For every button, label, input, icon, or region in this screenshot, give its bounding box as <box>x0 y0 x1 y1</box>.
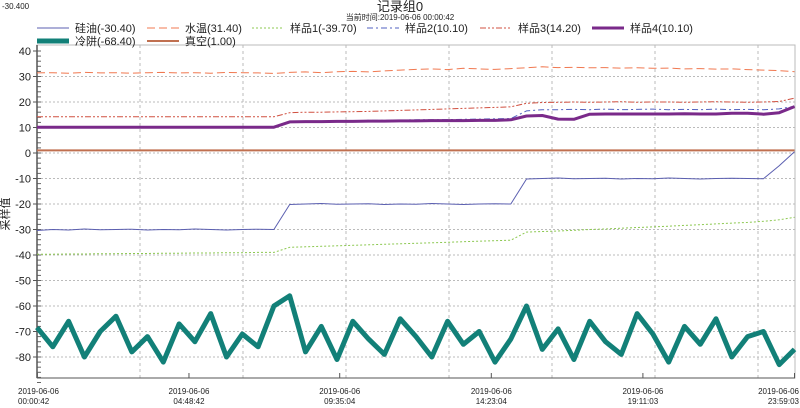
x-tick-time: 09:35:04 <box>324 397 356 406</box>
series-line-6 <box>35 293 797 368</box>
x-tick-date: 2019-06-06 <box>758 387 799 396</box>
y-tick-label: 0 <box>25 148 31 160</box>
y-tick-label: -20 <box>15 199 31 211</box>
x-tick-time: 14:23:04 <box>476 397 508 406</box>
legend-label: 样品4(10.10) <box>630 21 693 35</box>
y-tick-label: -40 <box>15 250 31 262</box>
legend-label: 真空(1.00) <box>185 34 236 48</box>
y-tick-label: 10 <box>19 123 31 135</box>
x-tick-time: 23:59:03 <box>768 397 800 406</box>
series-line-5 <box>37 105 796 129</box>
legend-label: 水温(31.40) <box>185 22 242 35</box>
legend-label: 样品1(-39.70) <box>290 21 357 35</box>
y-tick-label: -70 <box>15 327 31 339</box>
y-tick-label: -80 <box>15 352 31 364</box>
x-tick-date: 2019-06-06 <box>18 387 59 396</box>
x-tick-date: 2019-06-06 <box>169 387 210 396</box>
y-tick-label: -30 <box>15 225 31 237</box>
y-tick-label: 30 <box>19 72 31 84</box>
x-tick-date: 2019-06-06 <box>622 387 663 396</box>
x-tick-date: 2019-06-06 <box>319 387 360 396</box>
axes: 40 30 20 10 0 -10 -20 -30 -40 -50 -60 -70 -80 2019-06… <box>15 45 800 406</box>
x-tick-date: 2019-06-06 <box>471 387 512 396</box>
y-tick-label: -60 <box>15 301 31 313</box>
chart-subtitle: 当前时间:2019-06-06 00:00:42 <box>346 12 455 22</box>
legend-label: 冷阱(-68.40) <box>75 34 136 48</box>
series-line-4 <box>37 97 795 118</box>
legend-label: 样品2(10.10) <box>405 21 468 35</box>
series-line-1 <box>36 66 795 74</box>
corner-value: -30.400 <box>2 2 30 11</box>
series-lines <box>35 66 797 368</box>
y-tick-label: -10 <box>15 174 31 186</box>
y-tick-label: 40 <box>19 46 31 58</box>
chart-title: 记录组0 <box>377 0 423 14</box>
legend-label: 硅油(-30.40) <box>75 21 136 35</box>
series-line-0 <box>36 151 795 231</box>
x-tick-time: 04:48:42 <box>173 397 205 406</box>
legend: 硅油(-30.40) 水温(31.40) 样品1(-39.70) 样品2(10.10)… <box>37 21 693 48</box>
y-axis-label: 采样值 <box>0 198 12 231</box>
x-tick-time: 00:00:42 <box>18 397 50 406</box>
y-tick-label: 20 <box>19 97 31 109</box>
legend-label: 样品3(14.20) <box>518 21 581 35</box>
y-tick-label: -50 <box>15 276 31 288</box>
series-line-2 <box>37 216 795 255</box>
x-tick-time: 19:11:03 <box>628 397 659 406</box>
